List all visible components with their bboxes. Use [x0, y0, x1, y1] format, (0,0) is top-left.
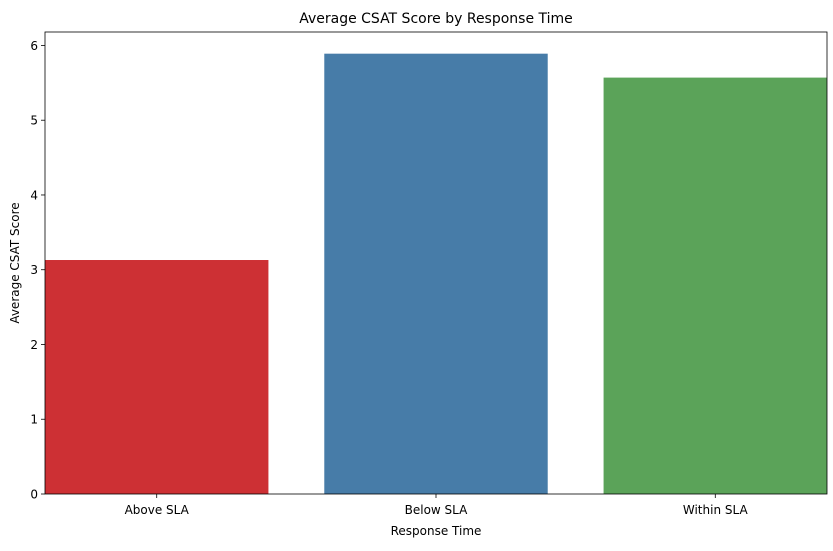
- y-axis-ticks: 0 1 2 3 4 5 6: [30, 39, 45, 502]
- y-tick-label: 1: [30, 413, 38, 427]
- bar-above-sla: [45, 260, 269, 494]
- bar-within-sla: [603, 77, 827, 495]
- x-tick-label: Above SLA: [125, 503, 190, 517]
- x-tick-label: Below SLA: [405, 503, 468, 517]
- y-tick-label: 4: [30, 188, 38, 202]
- chart-title: Average CSAT Score by Response Time: [299, 11, 573, 27]
- bars: [45, 53, 827, 495]
- y-tick-label: 6: [30, 39, 38, 53]
- plot-area: 0 1 2 3 4 5 6 Above SLA Below SLA Within SLA: [30, 31, 828, 517]
- y-tick-label: 3: [30, 263, 38, 277]
- y-tick-label: 5: [30, 114, 38, 128]
- x-tick-label: Within SLA: [683, 503, 749, 517]
- y-tick-label: 2: [30, 338, 38, 352]
- x-axis-ticks: Above SLA Below SLA Within SLA: [125, 494, 749, 517]
- y-axis-label: Average CSAT Score: [8, 202, 22, 323]
- x-axis-label: Response Time: [391, 524, 482, 538]
- y-tick-label: 0: [30, 488, 38, 502]
- bar-below-sla: [324, 53, 548, 494]
